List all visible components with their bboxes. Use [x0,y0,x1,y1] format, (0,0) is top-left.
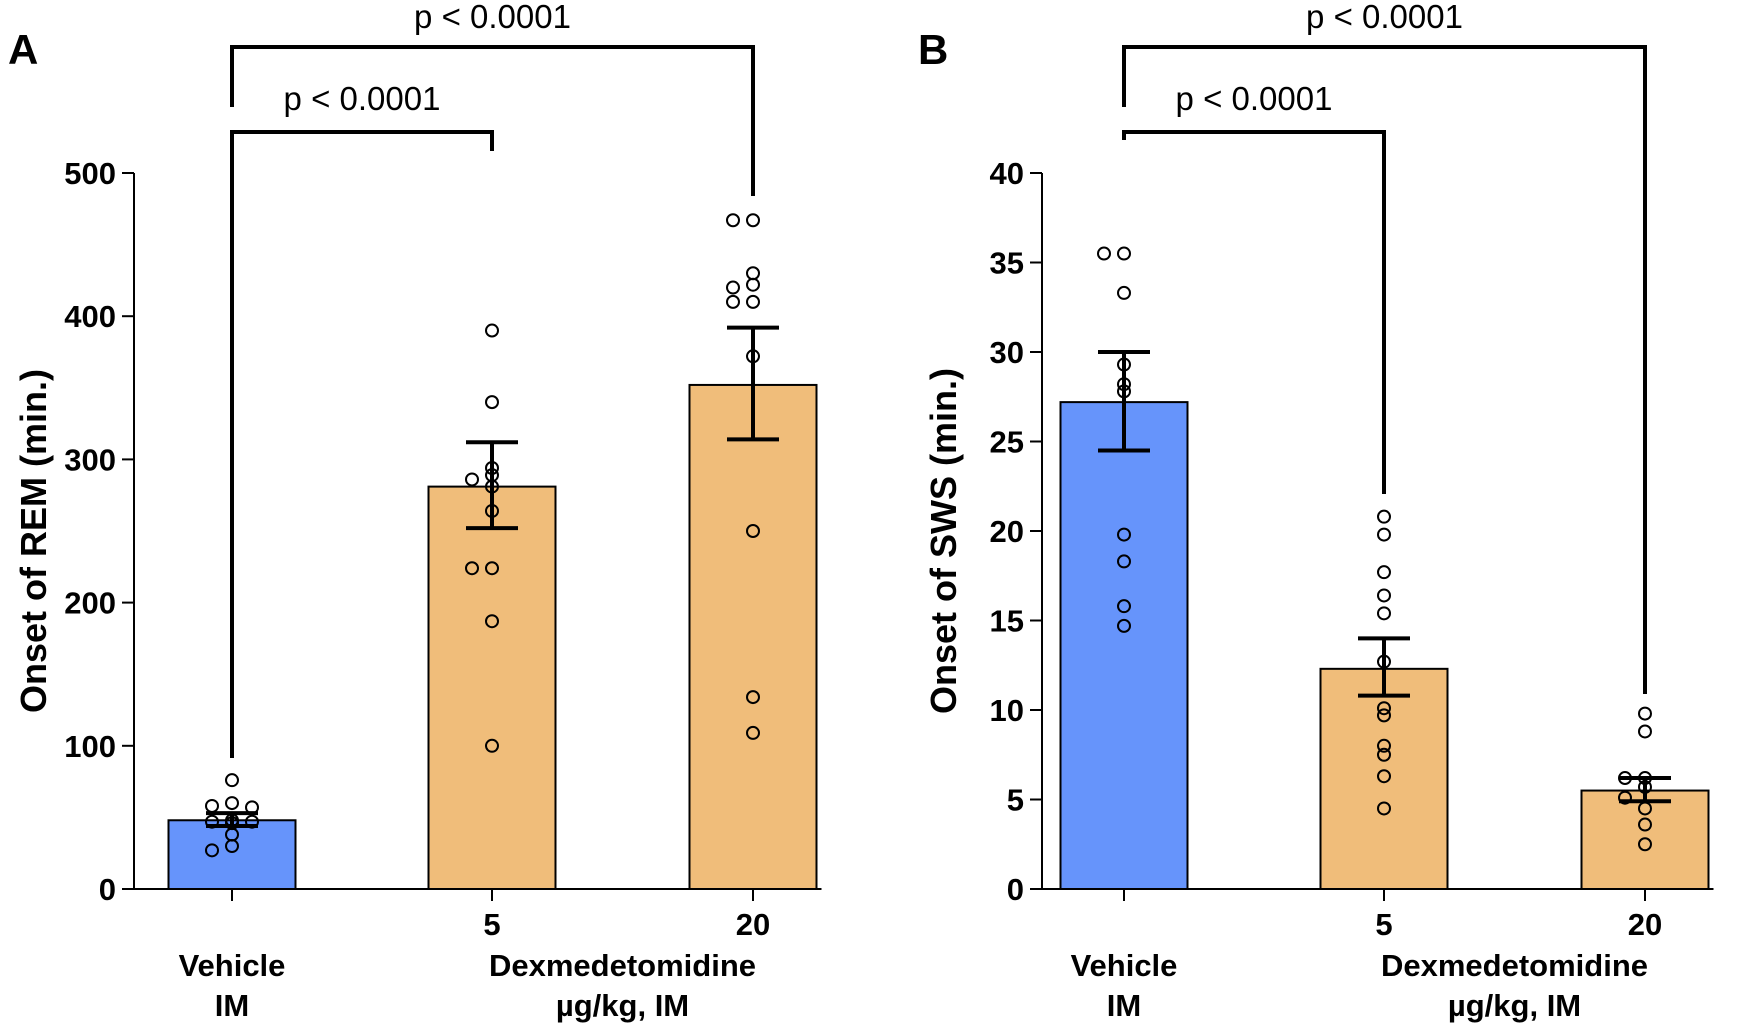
significance-bracket [230,45,755,196]
data-point [726,294,740,309]
p-value-label: p < 0.0001 [1306,0,1463,35]
y-tick-label: 500 [64,156,116,191]
data-point [1638,817,1652,832]
bar-vehicle [1059,401,1189,890]
y-axis-label: Onset of SWS (min.) [923,368,964,714]
data-point [1377,738,1391,753]
panel-label: A [8,26,38,73]
data-point [1638,837,1652,852]
data-point [746,266,760,281]
data-point [1377,769,1391,784]
data-point [1618,790,1632,805]
data-point [1117,554,1131,569]
data-point [485,395,499,410]
data-point [485,561,499,576]
data-point [746,294,760,309]
data-point [1377,701,1391,716]
data-point [1638,724,1652,739]
y-axis-label: Onset of REM (min.) [13,369,54,713]
y-tick-label: 200 [64,586,116,621]
data-point [1377,588,1391,603]
data-point [746,690,760,705]
data-point [1377,747,1391,762]
data-point [205,798,219,813]
data-point [485,738,499,753]
y-tick-label: 25 [990,425,1024,460]
y-tick-label: 30 [990,335,1024,370]
y-tick-label: 0 [1007,872,1024,907]
group-label-vehicle-route: IM [1107,988,1141,1023]
bar-20 [688,383,818,890]
y-tick-label: 300 [64,442,116,477]
data-point [1117,527,1131,542]
bar-5 [427,485,557,890]
bar-20 [1580,789,1710,890]
y-tick-label: 20 [990,514,1024,549]
data-point [225,773,239,788]
data-point [465,472,479,487]
data-point [1638,706,1652,721]
data-point [205,843,219,858]
y-tick-label: 10 [990,693,1024,728]
group-label-dose-unit: µg/kg, IM [1448,988,1581,1023]
y-tick-label: 400 [64,299,116,334]
p-value-label: p < 0.0001 [1176,80,1333,117]
data-point [225,796,239,811]
y-tick-label: 0 [99,872,116,907]
data-point [746,277,760,292]
p-value-label: p < 0.0001 [414,0,571,35]
data-point [1377,509,1391,524]
y-tick-label: 35 [990,246,1024,281]
group-label-vehicle-route: IM [215,988,249,1023]
data-point [1117,246,1131,261]
significance-bracket [230,130,494,758]
y-tick-label: 5 [1007,783,1024,818]
x-tick-label: 5 [1375,907,1392,942]
group-label-vehicle: Vehicle [179,948,286,983]
panel-label: B [918,26,948,73]
y-tick-label: 40 [990,156,1024,191]
data-point [1377,527,1391,542]
data-point [1117,599,1131,614]
data-point [465,561,479,576]
y-tick-label: 15 [990,604,1024,639]
data-point [225,839,239,854]
data-point [1377,565,1391,580]
data-point [726,280,740,295]
data-point [1377,801,1391,816]
data-point [1377,606,1391,621]
significance-bracket [1122,45,1647,694]
data-point [1097,246,1111,261]
y-tick-label: 100 [64,729,116,764]
x-tick-label: 20 [1628,907,1662,942]
p-value-label: p < 0.0001 [284,80,441,117]
data-point [726,213,740,228]
data-point [1117,285,1131,300]
data-point [746,524,760,538]
group-label-drug: Dexmedetomidine [489,948,756,983]
x-tick-label: 5 [483,907,500,942]
significance-bracket [1122,130,1386,494]
bar-5 [1319,667,1449,891]
group-label-dose-unit: µg/kg, IM [556,988,689,1023]
group-label-vehicle: Vehicle [1071,948,1178,983]
bar-vehicle [167,819,297,890]
data-point [485,614,499,629]
data-point [746,725,760,740]
data-point [746,213,760,228]
data-point [1377,708,1391,723]
data-point [1117,618,1131,633]
data-point [485,323,499,338]
group-label-drug: Dexmedetomidine [1381,948,1648,983]
x-tick-label: 20 [736,907,770,942]
